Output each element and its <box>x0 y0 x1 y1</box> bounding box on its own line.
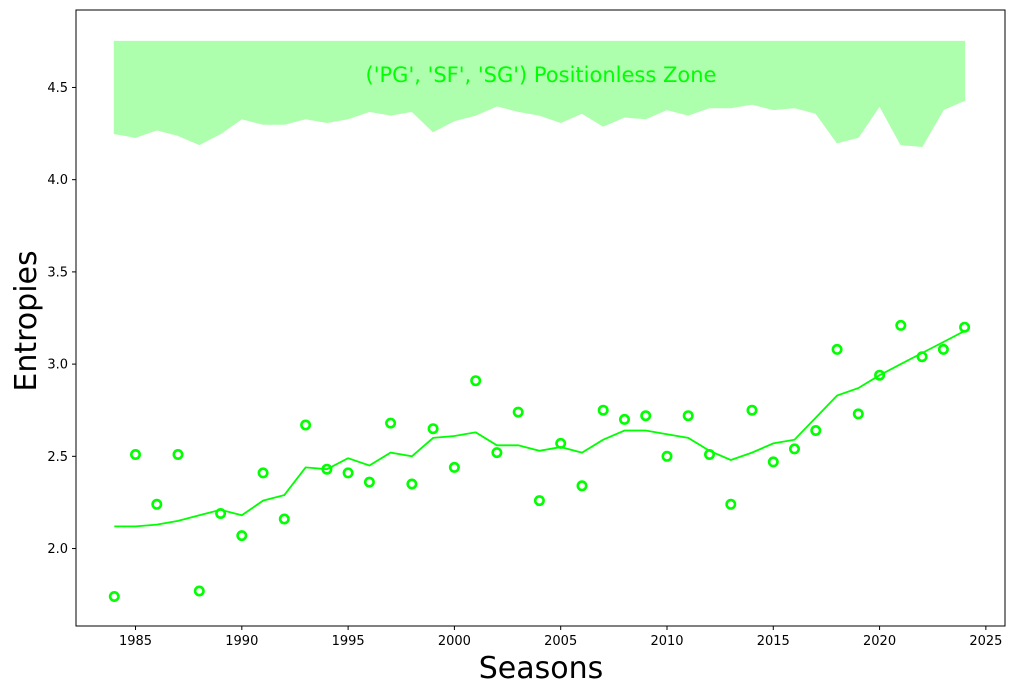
data-point <box>172 448 184 460</box>
x-tick-label: 2000 <box>438 634 471 649</box>
trend-line <box>114 330 966 528</box>
data-point <box>448 461 460 473</box>
x-tick-label: 1995 <box>332 634 365 649</box>
data-point <box>470 375 482 387</box>
data-point <box>278 513 290 525</box>
y-tick-label: 4.5 <box>47 81 68 96</box>
y-tick-label: 3.0 <box>47 358 68 373</box>
data-point <box>576 480 588 492</box>
data-point <box>151 498 163 510</box>
data-point <box>236 530 248 542</box>
trend-line-path <box>114 330 966 528</box>
data-point <box>512 406 524 418</box>
data-point <box>831 343 843 355</box>
data-point <box>597 404 609 416</box>
data-point <box>916 351 928 363</box>
data-point <box>427 423 439 435</box>
x-tick-label: 2010 <box>650 634 683 649</box>
data-point <box>321 463 333 475</box>
data-point <box>215 507 227 519</box>
y-axis-title: Entropies <box>9 250 44 391</box>
zone-label: ('PG', 'SF', 'SG') Positionless Zone <box>366 63 717 87</box>
data-point <box>725 498 737 510</box>
zone-band <box>113 40 966 148</box>
y-axis: 2.0 2.5 3.0 3.5 4.0 4.5 <box>47 81 76 557</box>
data-point <box>342 467 354 479</box>
data-point <box>767 456 779 468</box>
data-point <box>661 450 673 462</box>
x-axis-title: Seasons <box>479 651 604 686</box>
data-point <box>406 478 418 490</box>
data-point <box>895 319 907 331</box>
y-tick-label: 2.5 <box>47 450 68 465</box>
x-axis: 1985 1990 1995 2000 2005 2010 2015 2020 2025 <box>119 626 1002 649</box>
x-tick-label: 1985 <box>119 634 152 649</box>
data-point <box>193 585 205 597</box>
data-point <box>533 495 545 507</box>
data-point <box>746 404 758 416</box>
data-point <box>363 476 375 488</box>
y-tick-label: 2.0 <box>47 542 68 557</box>
data-point <box>108 590 120 602</box>
data-point <box>555 437 567 449</box>
data-point <box>130 448 142 460</box>
data-point <box>682 410 694 422</box>
data-point <box>810 424 822 436</box>
data-point <box>385 417 397 429</box>
plot-frame <box>75 9 1006 627</box>
data-point <box>618 413 630 425</box>
data-point <box>640 410 652 422</box>
x-tick-label: 2020 <box>863 634 896 649</box>
data-point <box>703 448 715 460</box>
data-point <box>959 321 971 333</box>
data-point <box>874 369 886 381</box>
positionless-zone <box>113 40 966 148</box>
data-point <box>937 343 949 355</box>
x-tick-label: 1990 <box>225 634 258 649</box>
y-tick-label: 3.5 <box>47 265 68 280</box>
data-point <box>491 447 503 459</box>
data-point <box>788 443 800 455</box>
data-point <box>852 408 864 420</box>
x-tick-label: 2015 <box>757 634 790 649</box>
x-tick-label: 2025 <box>969 634 1002 649</box>
y-tick-label: 4.0 <box>47 173 68 188</box>
data-point <box>257 467 269 479</box>
data-point <box>300 419 312 431</box>
x-tick-label: 2005 <box>544 634 577 649</box>
scatter-points <box>108 319 971 602</box>
